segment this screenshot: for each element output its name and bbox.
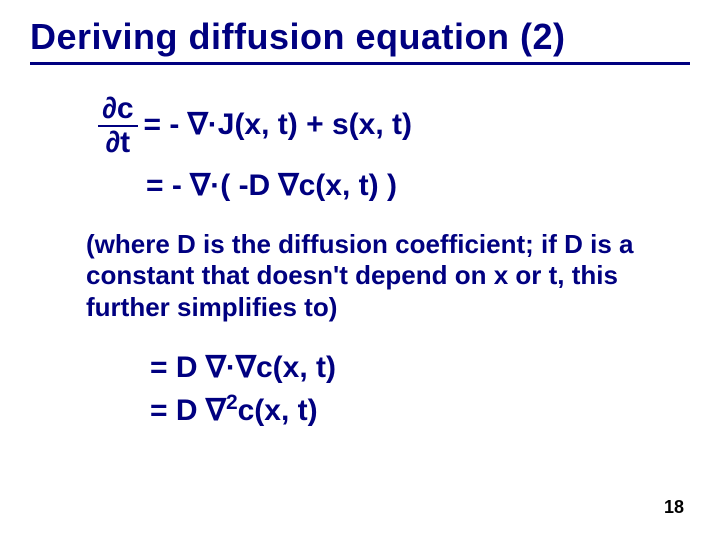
equation-block-2: = D ∇·∇c(x, t) = D ∇2c(x, t) [150, 346, 690, 433]
equation2-superscript: 2 [226, 391, 238, 414]
equation2-line-2b: c(x, t) [238, 394, 318, 427]
equation2-line-1: = D ∇·∇c(x, t) [150, 346, 690, 390]
partial-fraction: ∂c ∂t [98, 93, 138, 158]
equation2-line-2a: = D ∇ [150, 394, 226, 427]
equation-line-1-rhs: = - ∇·J(x, t) + s(x, t) [144, 105, 412, 146]
page-number: 18 [664, 497, 684, 518]
fraction-denominator: ∂t [98, 127, 138, 159]
equation-row-1: ∂c ∂t = - ∇·J(x, t) + s(x, t) [98, 93, 690, 158]
equation-line-2: = - ∇·( -D ∇c(x, t) ) [146, 166, 397, 207]
explanation-text: (where D is the diffusion coefficient; i… [86, 229, 650, 324]
equation-block-1: ∂c ∂t = - ∇·J(x, t) + s(x, t) = - ∇·( -D… [98, 93, 690, 207]
slide-title: Deriving diffusion equation (2) [30, 16, 690, 65]
slide: Deriving diffusion equation (2) ∂c ∂t = … [0, 0, 720, 540]
fraction-numerator: ∂c [98, 93, 138, 127]
equation-row-2: = - ∇·( -D ∇c(x, t) ) [146, 166, 690, 207]
equation2-line-2: = D ∇2c(x, t) [150, 389, 690, 433]
